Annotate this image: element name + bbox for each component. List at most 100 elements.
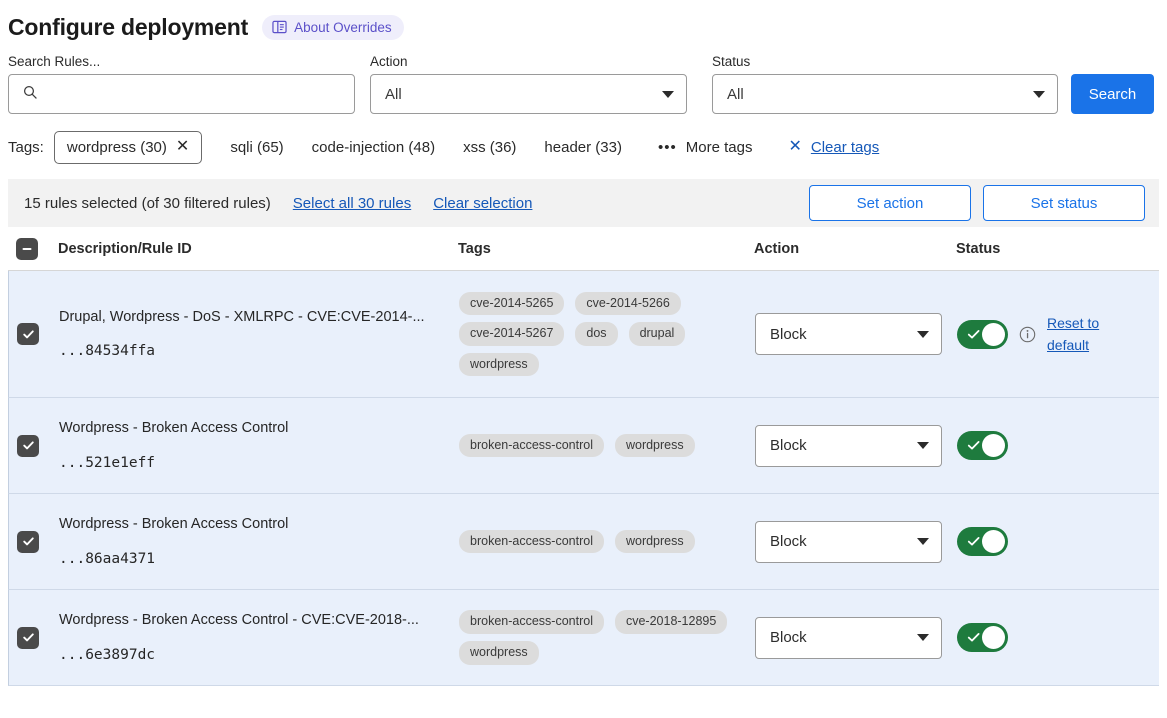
status-toggle[interactable] (957, 623, 1008, 652)
rule-description-cell: Wordpress - Broken Access Control ...86aa… (59, 516, 459, 566)
chevron-down-icon (917, 538, 929, 545)
tags-label: Tags: (8, 138, 44, 156)
more-tags-button[interactable]: ••• More tags (658, 139, 752, 156)
action-value: Block (770, 533, 807, 550)
rule-status-cell (957, 431, 1159, 460)
rule-status-cell (957, 623, 1159, 652)
tag-pill: wordpress (614, 529, 695, 554)
rule-id: ...521e1eff (59, 454, 156, 471)
status-filter-value: All (727, 85, 744, 103)
toggle-knob (982, 322, 1005, 346)
book-icon (272, 20, 287, 34)
ellipsis-icon: ••• (657, 138, 677, 156)
rule-tags-cell: cve-2014-5265 cve-2014-5266 cve-2014-5267 d… (459, 291, 755, 377)
tag-pill: cve-2014-5267 (459, 322, 565, 346)
set-action-button[interactable]: Set action (809, 185, 971, 221)
status-toggle[interactable] (957, 319, 1008, 349)
table-row[interactable]: Wordpress - Broken Access Control ...521e… (8, 398, 1159, 494)
tag-pill: cve-2014-5265 (459, 291, 565, 316)
select-all-checkbox[interactable] (16, 237, 38, 260)
active-tag-wordpress[interactable]: wordpress (30) ✕ (53, 130, 203, 164)
tag-option-code-injection[interactable]: code-injection (48) (311, 138, 436, 156)
tag-option-sqli[interactable]: sqli (65) (230, 138, 284, 156)
more-tags-label: More tags (685, 138, 753, 156)
close-icon: ✕ (788, 138, 802, 155)
table-header-row: Description/Rule ID Tags Action Status (8, 227, 1159, 271)
rule-status-cell (957, 527, 1159, 556)
row-checkbox[interactable] (17, 434, 39, 457)
table-row[interactable]: Wordpress - Broken Access Control ...86aa… (8, 494, 1159, 590)
select-all-link[interactable]: Select all 30 rules (292, 194, 412, 212)
rules-table: Description/Rule ID Tags Action Status D… (8, 227, 1159, 686)
row-checkbox-cell (17, 530, 59, 553)
column-header-description: Description/Rule ID (58, 240, 192, 257)
status-toggle[interactable] (957, 431, 1008, 460)
rule-title: Wordpress - Broken Access Control - CVE:… (59, 612, 419, 629)
row-checkbox[interactable] (17, 530, 39, 553)
action-value: Block (770, 629, 807, 646)
tag-pill: broken-access-control (459, 433, 604, 458)
toggle-knob (982, 434, 1005, 457)
table-row[interactable]: Drupal, Wordpress - DoS - XMLRPC - CVE:C… (8, 271, 1159, 398)
action-filter-select[interactable]: All (370, 74, 687, 114)
page-title: Configure deployment (8, 13, 249, 40)
check-icon (967, 535, 981, 553)
row-checkbox[interactable] (17, 323, 39, 345)
rule-id: ...6e3897dc (59, 646, 156, 663)
clear-tags-button[interactable]: ✕ Clear tags (788, 139, 879, 156)
about-overrides-label: About Overrides (294, 19, 392, 35)
tag-pill: wordpress (614, 433, 695, 458)
column-header-action: Action (754, 240, 800, 257)
row-checkbox[interactable] (17, 626, 39, 649)
chevron-down-icon (917, 634, 929, 641)
action-value: Block (770, 325, 807, 343)
close-icon[interactable]: ✕ (175, 138, 190, 155)
search-icon (23, 85, 38, 104)
tag-pill: dos (575, 322, 618, 346)
info-icon[interactable] (1019, 326, 1036, 343)
header-checkbox-cell (16, 237, 58, 260)
tag-pill: wordpress (459, 641, 539, 665)
about-overrides-badge[interactable]: About Overrides (262, 14, 404, 40)
search-button[interactable]: Search (1071, 74, 1154, 114)
toggle-knob (982, 530, 1005, 553)
action-select[interactable]: Block (755, 313, 942, 355)
status-toggle[interactable] (957, 527, 1008, 556)
tag-option-xss[interactable]: xss (36) (463, 138, 517, 156)
search-input[interactable] (8, 74, 355, 114)
clear-tags-label: Clear tags (810, 138, 880, 156)
rule-action-cell: Block (755, 424, 957, 467)
rule-description-cell: Drupal, Wordpress - DoS - XMLRPC - CVE:C… (59, 309, 459, 359)
selection-summary: 15 rules selected (of 30 filtered rules) (24, 194, 271, 212)
action-select[interactable]: Block (755, 520, 942, 563)
tags-bar: Tags: wordpress (30) ✕ sqli (65) code-in… (0, 114, 1167, 166)
action-label: Action (370, 54, 408, 69)
search-field-group: Search Rules... (8, 54, 355, 114)
action-field-group: Action All (370, 54, 687, 114)
clear-selection-link[interactable]: Clear selection (433, 194, 533, 212)
chevron-down-icon (917, 330, 929, 338)
chevron-down-icon (917, 442, 929, 449)
check-icon (967, 439, 981, 457)
status-label: Status (712, 54, 751, 69)
table-body: Drupal, Wordpress - DoS - XMLRPC - CVE:C… (8, 271, 1159, 686)
rule-description-cell: Wordpress - Broken Access Control - CVE:… (59, 612, 459, 662)
rule-tags-cell: broken-access-control cve-2018-12895 wordp… (459, 610, 755, 665)
set-status-button[interactable]: Set status (983, 185, 1145, 221)
column-header-status: Status (956, 240, 1001, 257)
status-filter-select[interactable]: All (712, 74, 1058, 114)
rule-tags-cell: broken-access-control wordpress (459, 529, 755, 554)
rule-title: Wordpress - Broken Access Control (59, 516, 289, 533)
status-field-group: Status All (712, 54, 1058, 114)
tag-option-header[interactable]: header (33) (544, 138, 622, 156)
row-checkbox-cell (17, 434, 59, 457)
table-row[interactable]: Wordpress - Broken Access Control - CVE:… (8, 590, 1159, 686)
rule-action-cell: Block (755, 616, 957, 659)
filter-bar: Search Rules... Action All Status All Se… (0, 44, 1167, 114)
rule-tags-cell: broken-access-control wordpress (459, 433, 755, 458)
action-select[interactable]: Block (755, 424, 942, 467)
reset-to-default-link[interactable]: Reset to default (1047, 314, 1100, 353)
tag-pill: drupal (628, 322, 686, 346)
action-select[interactable]: Block (755, 616, 942, 659)
rule-title: Drupal, Wordpress - DoS - XMLRPC - CVE:C… (59, 308, 425, 325)
